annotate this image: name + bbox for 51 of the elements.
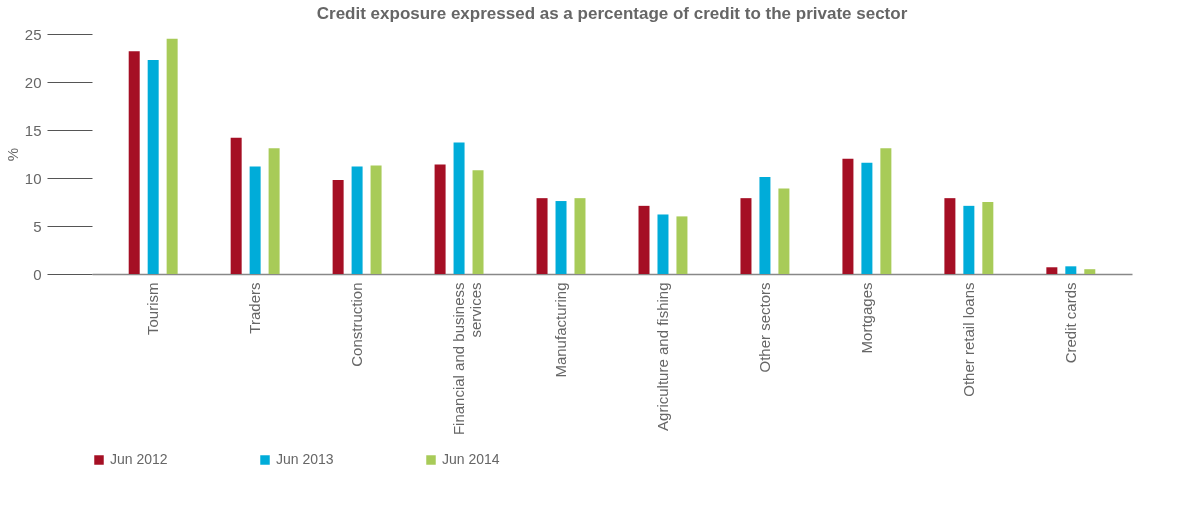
bar [861, 162, 873, 274]
y-tick-label: 5 [33, 217, 42, 235]
bar [434, 164, 446, 274]
bar [453, 142, 465, 274]
x-tick-label: Credit cards [1061, 282, 1079, 364]
x-tick-label: Financial and business services [450, 282, 485, 436]
y-tick-label: 0 [33, 265, 42, 283]
bar [128, 51, 140, 274]
x-tick-label: Other retail loans [959, 282, 977, 397]
bar [944, 198, 956, 274]
bar [676, 216, 688, 274]
bar [166, 38, 178, 274]
y-tick-label: 20 [24, 73, 42, 91]
x-tick-label: Other sectors [755, 282, 773, 373]
bar [351, 166, 363, 274]
y-tick-label: 10 [24, 169, 42, 187]
x-tick-label: Manufacturing [552, 282, 570, 378]
x-tick-label: Traders [246, 282, 264, 334]
bar [1046, 267, 1058, 274]
legend-label: Jun 2013 [276, 451, 334, 467]
bar [472, 170, 484, 274]
bar [638, 205, 650, 274]
bar [1065, 266, 1077, 274]
bar [574, 198, 586, 274]
bar [230, 137, 242, 274]
bar [982, 202, 994, 274]
chart-title: Credit exposure expressed as a percentage of credit to the private sector [316, 4, 908, 23]
bar [740, 198, 752, 274]
x-tick-label: Tourism [144, 282, 162, 336]
legend-label: Jun 2014 [442, 451, 500, 467]
bar [555, 201, 567, 274]
y-tick-label: 15 [24, 121, 42, 139]
bar [268, 148, 280, 274]
bar [332, 179, 344, 274]
bar [249, 166, 261, 274]
legend-label: Jun 2012 [110, 451, 168, 467]
x-tick-label: Mortgages [857, 282, 875, 354]
bar [370, 165, 382, 274]
bar [759, 177, 771, 274]
y-tick-label: 25 [24, 25, 42, 43]
bar [963, 205, 975, 274]
bar [880, 148, 892, 274]
bar [536, 198, 548, 274]
bar [1084, 269, 1096, 274]
y-axis-title: % [3, 147, 21, 162]
x-tick-label: Agriculture and fishing [653, 282, 671, 431]
x-tick-label: Construction [348, 282, 366, 367]
bar [657, 214, 669, 274]
bar [147, 59, 159, 274]
bar [778, 188, 790, 274]
bar [842, 158, 854, 274]
